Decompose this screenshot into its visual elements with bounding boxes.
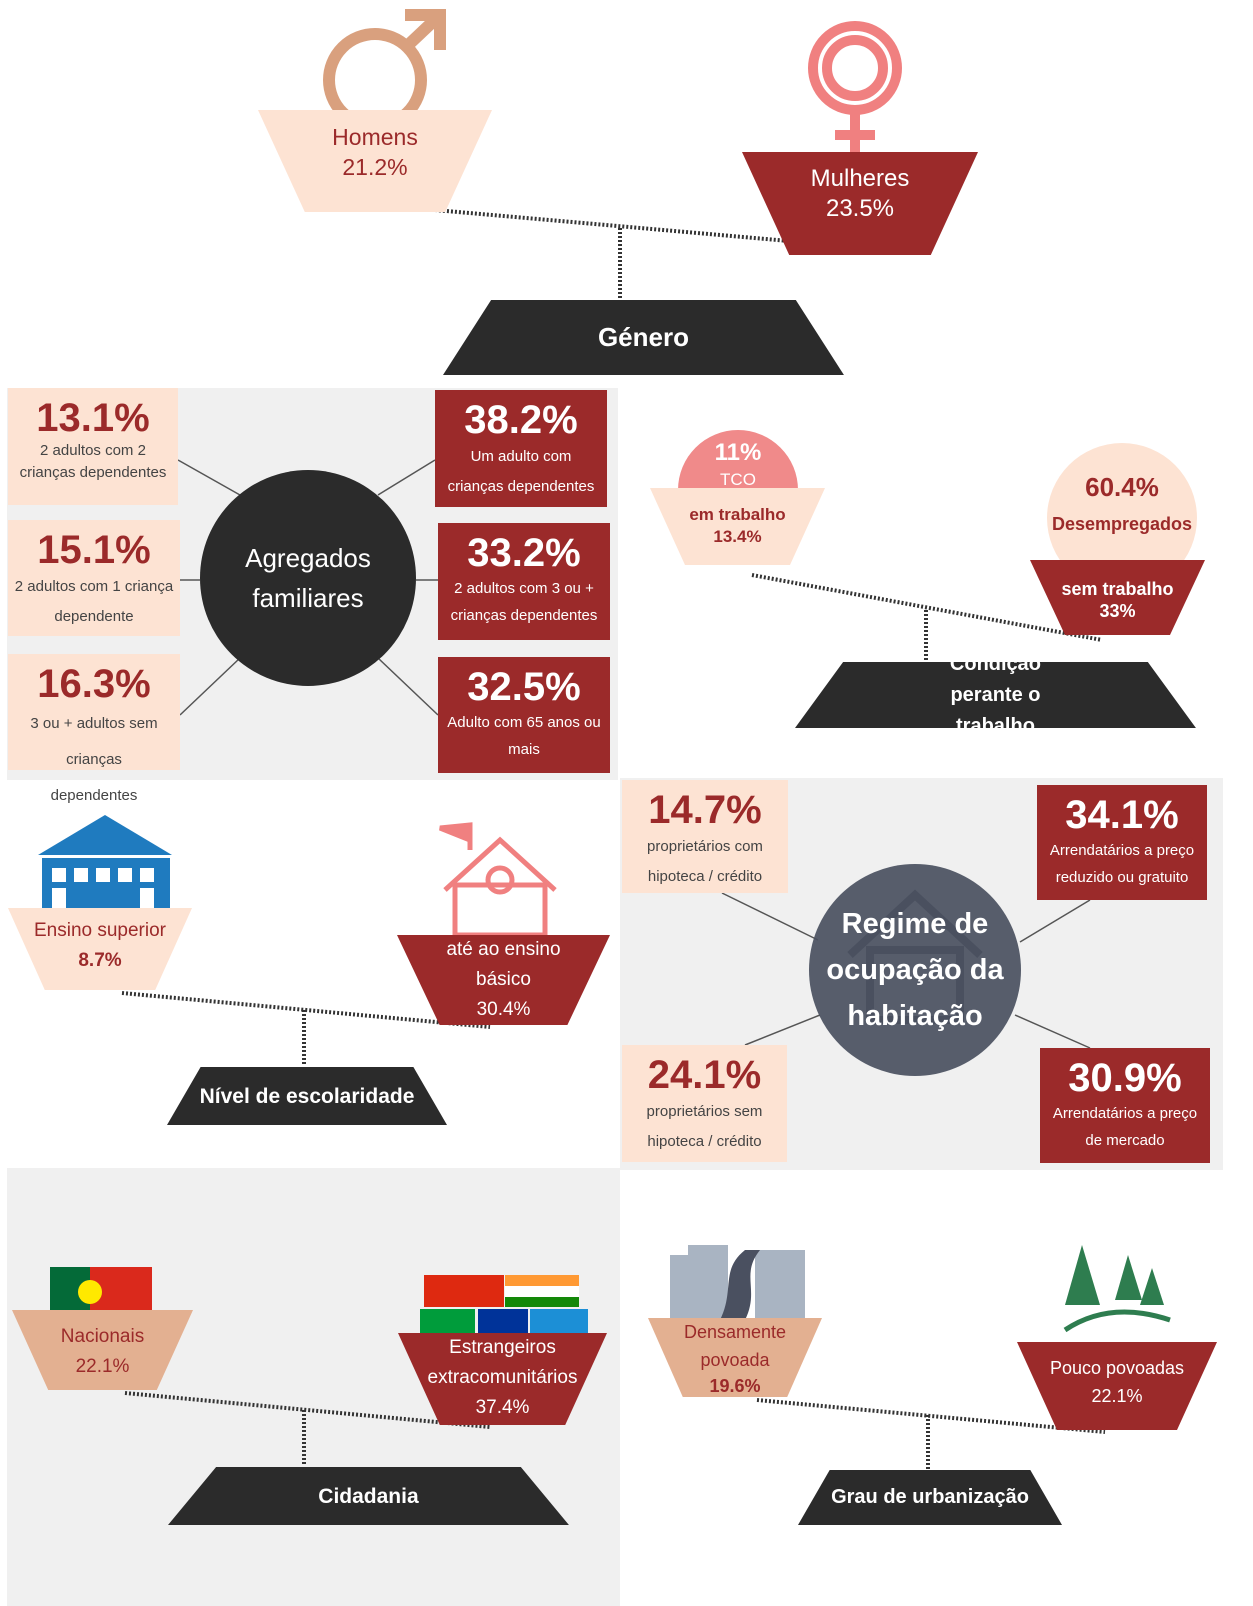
badge-value: 60.4%	[1047, 472, 1197, 503]
value: 13.1%	[36, 396, 149, 440]
label: 2 adultos com 1 criança dependente	[14, 572, 174, 632]
stat-box: 38.2%Um adulto com crianças dependentes	[435, 390, 607, 507]
stat-box: 13.1%2 adultos com 2 crianças dependente…	[8, 388, 178, 505]
hub-title: Regime de ocupação da habitação	[809, 864, 1021, 1076]
label: 3 ou + adultos sem crianças dependentes	[14, 706, 174, 814]
pt-flag	[50, 1267, 152, 1310]
label: Estrangeiros extracomunitários	[398, 1333, 607, 1393]
value: 21.2%	[286, 152, 464, 182]
label: Homens	[276, 122, 474, 152]
stat-box: 16.3%3 ou + adultos sem crianças depende…	[8, 654, 180, 770]
label: sem trabalho	[1061, 578, 1173, 600]
value: 33%	[1099, 600, 1135, 622]
value: 16.3%	[37, 662, 150, 706]
balance-lines	[122, 210, 1105, 1470]
stat-box: 33.2%2 adultos com 3 ou + crianças depen…	[438, 523, 610, 640]
value: 8.7%	[78, 946, 121, 976]
stat-box: 30.9%Arrendatários a preço de mercado	[1040, 1048, 1210, 1163]
city-icon	[670, 1245, 805, 1320]
label: Adulto com 65 anos ou mais	[444, 709, 604, 763]
value: 14.7%	[648, 788, 761, 832]
label: Arrendatários a preço de mercado	[1046, 1100, 1204, 1154]
infographic: Homens21.2% Mulheres23.5% Género Agregad…	[0, 0, 1253, 1606]
badge-label: TCO	[678, 470, 798, 490]
value: 24.1%	[648, 1053, 761, 1097]
stat-box: 34.1%Arrendatários a preço reduzido ou g…	[1037, 785, 1207, 900]
section-title: Género	[443, 300, 844, 375]
value: 23.5%	[769, 194, 950, 224]
value: 22.1%	[1091, 1382, 1142, 1410]
female-icon	[813, 26, 897, 152]
school-icon	[440, 825, 555, 935]
label: Pouco povoadas	[1050, 1354, 1184, 1382]
value: 38.2%	[464, 398, 577, 442]
section-title: Cidadania	[168, 1467, 569, 1525]
value: 19.6%	[709, 1374, 760, 1398]
trees-icon	[1065, 1245, 1170, 1330]
value: 32.5%	[467, 665, 580, 709]
label: 2 adultos com 2 crianças dependentes	[14, 440, 172, 484]
value: 34.1%	[1065, 793, 1178, 837]
hub-title: Agregados familiares	[200, 470, 416, 686]
label: em trabalho	[689, 504, 785, 526]
label: proprietários sem hipoteca / crédito	[628, 1097, 781, 1157]
label: Nacionais	[61, 1322, 144, 1352]
value: 13.4%	[713, 526, 761, 548]
value: 33.2%	[467, 531, 580, 575]
stat-box: 32.5%Adulto com 65 anos ou mais	[438, 657, 610, 773]
badge-label: Desempregados	[1040, 514, 1204, 535]
university-icon	[38, 815, 172, 910]
label: até ao ensino básico	[397, 935, 610, 995]
value: 22.1%	[76, 1352, 130, 1382]
label: proprietários com hipoteca / crédito	[628, 832, 782, 892]
section-title: Grau de urbanização	[798, 1470, 1062, 1525]
male-icon	[329, 15, 440, 126]
foreign-flags	[420, 1275, 588, 1335]
stat-box: 24.1%proprietários sem hipoteca / crédit…	[622, 1045, 787, 1162]
label: 2 adultos com 3 ou + crianças dependente…	[444, 575, 604, 629]
stat-box: 14.7%proprietários com hipoteca / crédit…	[622, 780, 788, 893]
value: 37.4%	[476, 1393, 530, 1423]
value: 30.4%	[477, 995, 531, 1025]
badge-value: 11%	[678, 440, 798, 466]
value: 30.9%	[1068, 1056, 1181, 1100]
label: Mulheres	[754, 164, 966, 194]
value: 15.1%	[37, 528, 150, 572]
section-title: Condição perante o trabalho	[795, 662, 1196, 728]
label: Um adulto com crianças dependentes	[441, 442, 601, 502]
label: Arrendatários a preço reduzido ou gratui…	[1043, 837, 1201, 891]
label: Ensino superior	[34, 916, 166, 946]
section-title: Nível de escolaridade	[167, 1067, 447, 1125]
stat-box: 15.1%2 adultos com 1 criança dependente	[8, 520, 180, 636]
label: Densamente povoada	[648, 1318, 822, 1374]
